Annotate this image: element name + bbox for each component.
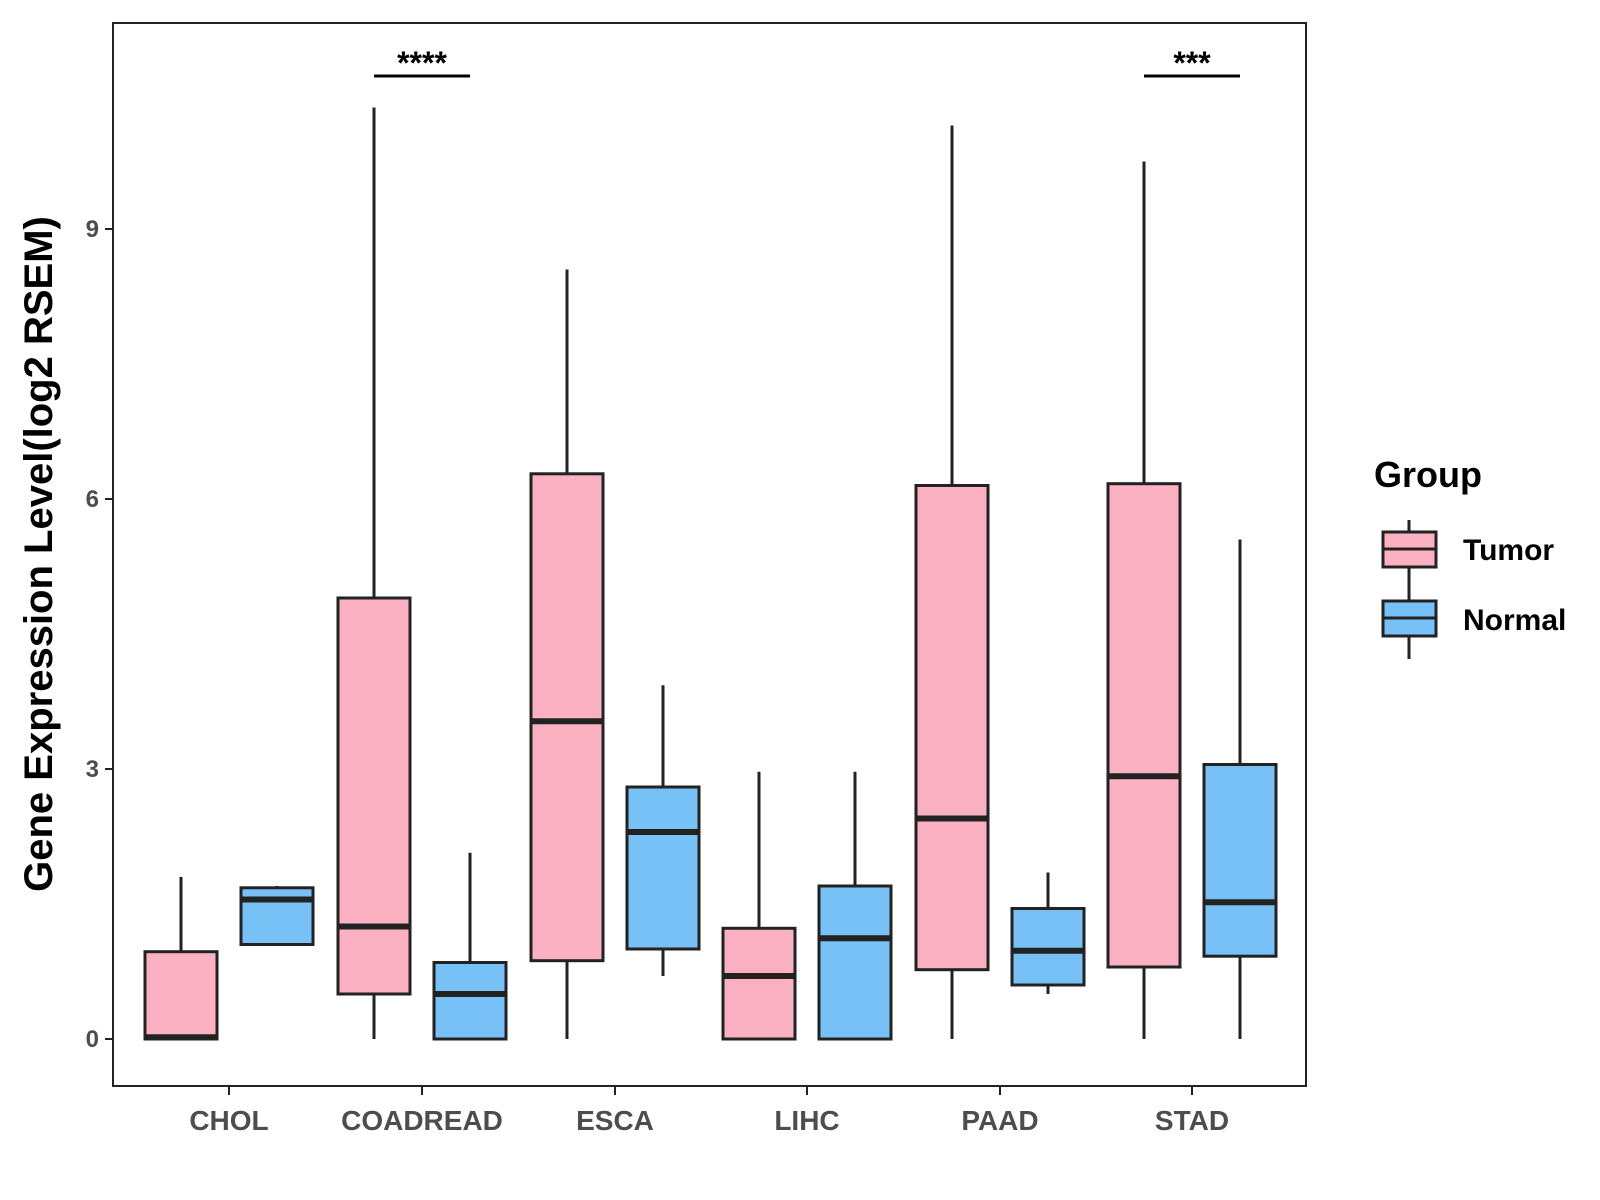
box-tumor-paad xyxy=(914,125,990,1039)
box-normal-lihc xyxy=(817,771,893,1041)
box-tumor-esca xyxy=(529,269,605,1039)
y-tick-label: 9 xyxy=(86,216,99,243)
box-normal-esca xyxy=(625,685,701,976)
x-tick-label: ESCA xyxy=(576,1105,654,1136)
box-iqr xyxy=(817,884,893,1041)
x-tick-label: COADREAD xyxy=(341,1105,503,1136)
x-tick-label: PAAD xyxy=(961,1105,1038,1136)
box-normal-stad xyxy=(1202,539,1278,1039)
box-iqr xyxy=(914,484,990,972)
x-tick-label: CHOL xyxy=(189,1105,268,1136)
box-iqr xyxy=(625,785,701,951)
box-iqr xyxy=(1106,482,1182,969)
box-normal-chol xyxy=(239,886,315,946)
box-tumor-coadread xyxy=(336,107,412,1039)
legend-label-normal: Normal xyxy=(1463,604,1566,637)
box-tumor-lihc xyxy=(721,771,797,1041)
y-tick-label: 3 xyxy=(86,756,99,783)
legend-key-tumor xyxy=(1381,520,1438,590)
box-iqr xyxy=(239,886,315,946)
y-tick-label: 6 xyxy=(86,486,99,513)
significance-label: **** xyxy=(397,45,447,81)
y-axis-title: Gene Expression Level(log2 RSEM) xyxy=(17,216,61,892)
x-axis: CHOL COADREAD ESCA LIHC PAAD STAD xyxy=(189,1086,1229,1136)
x-tick-label: STAD xyxy=(1155,1105,1229,1136)
box-normal-coadread xyxy=(432,852,508,1041)
legend-title: Group xyxy=(1374,454,1482,495)
box-iqr xyxy=(336,596,412,996)
legend: Group Tumor Normal xyxy=(1374,454,1566,659)
y-tick-label: 0 xyxy=(86,1026,99,1053)
box-iqr xyxy=(432,961,508,1041)
y-axis: 0 3 6 9 xyxy=(86,216,113,1053)
x-tick-label: LIHC xyxy=(774,1105,839,1136)
legend-key-normal xyxy=(1381,590,1438,659)
box-tumor-chol xyxy=(143,877,219,1041)
significance-label: *** xyxy=(1173,45,1211,81)
significance-annotations: **** *** xyxy=(374,45,1240,81)
box-iqr xyxy=(529,472,605,963)
box-iqr xyxy=(1202,763,1278,958)
box-normal-paad xyxy=(1010,872,1086,994)
box-iqr xyxy=(721,926,797,1041)
box-iqr xyxy=(1010,907,1086,987)
box-tumor-stad xyxy=(1106,161,1182,1039)
legend-label-tumor: Tumor xyxy=(1463,534,1554,567)
box-series xyxy=(143,107,1278,1041)
box-iqr xyxy=(143,950,219,1041)
